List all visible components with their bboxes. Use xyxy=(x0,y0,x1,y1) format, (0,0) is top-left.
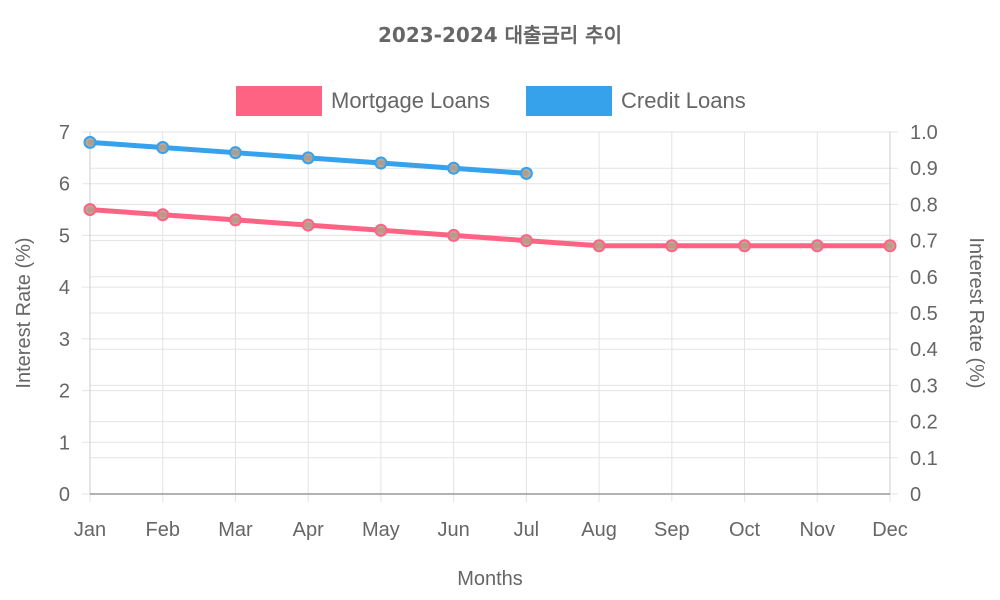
data-point-credit-loans[interactable] xyxy=(83,135,97,149)
grid xyxy=(82,131,898,502)
data-point-mortgage-loans[interactable] xyxy=(301,218,315,232)
y-axis-left-title: Interest Rate (%) xyxy=(13,237,35,388)
series xyxy=(83,135,897,253)
legend: Mortgage Loans Credit Loans xyxy=(236,86,746,116)
data-point-credit-loans[interactable] xyxy=(374,156,388,170)
legend-swatch-mortgage-loans xyxy=(236,86,322,116)
chart-title: 2023-2024 대출금리 추이 xyxy=(378,23,622,47)
y-tick-label-right: 0.5 xyxy=(910,303,938,325)
series-line-mortgage-loans xyxy=(87,207,893,249)
data-point-credit-loans[interactable] xyxy=(301,151,315,165)
x-axis-ticks: Jan Feb Mar Apr May Jun Jul Aug Sep Oct Nov Dec xyxy=(74,519,908,541)
data-point-mortgage-loans[interactable] xyxy=(883,239,897,253)
series-credit-loans xyxy=(83,135,533,180)
y-tick-label-left: 7 xyxy=(59,122,70,144)
y-tick-label-right: 0.9 xyxy=(910,158,938,180)
data-point-credit-loans[interactable] xyxy=(447,161,461,175)
y-tick-label-right: 1.0 xyxy=(910,122,938,144)
y-tick-label-left: 5 xyxy=(59,225,70,247)
data-point-mortgage-loans[interactable] xyxy=(156,208,170,222)
x-tick-label: Feb xyxy=(145,519,179,541)
series-mortgage-loans xyxy=(83,203,897,253)
data-point-mortgage-loans[interactable] xyxy=(83,203,97,217)
x-tick-label: Dec xyxy=(872,519,908,541)
y-tick-label-left: 6 xyxy=(59,174,70,196)
y-tick-label-left: 4 xyxy=(59,277,70,299)
data-point-mortgage-loans[interactable] xyxy=(519,234,533,248)
x-tick-label: Oct xyxy=(729,519,761,541)
data-point-mortgage-loans[interactable] xyxy=(228,213,242,227)
x-tick-label: Jan xyxy=(74,519,106,541)
legend-item-mortgage-loans[interactable]: Mortgage Loans xyxy=(236,86,490,116)
y-tick-label-right: 0.1 xyxy=(910,448,938,470)
data-point-mortgage-loans[interactable] xyxy=(810,239,824,253)
data-point-mortgage-loans[interactable] xyxy=(447,228,461,242)
y-tick-label-left: 1 xyxy=(59,432,70,454)
axes xyxy=(89,132,891,495)
legend-label-mortgage-loans: Mortgage Loans xyxy=(331,88,490,113)
y-tick-label-right: 0.4 xyxy=(910,339,938,361)
y-tick-label-left: 2 xyxy=(59,381,70,403)
y-tick-label-right: 0 xyxy=(910,484,921,506)
legend-swatch-credit-loans xyxy=(526,86,612,116)
y-tick-label-right: 0.6 xyxy=(910,267,938,289)
data-point-mortgage-loans[interactable] xyxy=(374,223,388,237)
y-tick-label-left: 3 xyxy=(59,329,70,351)
x-tick-label: Jun xyxy=(438,519,470,541)
legend-item-credit-loans[interactable]: Credit Loans xyxy=(526,86,746,116)
x-tick-label: Jul xyxy=(514,519,540,541)
y-axis-left-ticks: 0 1 2 3 4 5 6 7 xyxy=(59,122,70,506)
y-tick-label-right: 0.2 xyxy=(910,412,938,434)
y-tick-label-right: 0.8 xyxy=(910,194,938,216)
data-point-mortgage-loans[interactable] xyxy=(665,239,679,253)
y-axis-right-title: Interest Rate (%) xyxy=(965,237,987,388)
x-tick-label: Mar xyxy=(218,519,253,541)
legend-label-credit-loans: Credit Loans xyxy=(621,88,746,113)
data-point-credit-loans[interactable] xyxy=(156,141,170,155)
data-point-mortgage-loans[interactable] xyxy=(592,239,606,253)
x-tick-label: May xyxy=(362,519,400,541)
data-point-mortgage-loans[interactable] xyxy=(738,239,752,253)
data-point-credit-loans[interactable] xyxy=(519,166,533,180)
x-tick-label: Aug xyxy=(581,519,617,541)
y-tick-label-left: 0 xyxy=(59,484,70,506)
x-axis-title: Months xyxy=(457,568,523,590)
y-axis-right-ticks: 0 0.1 0.2 0.3 0.4 0.5 0.6 0.7 0.8 0.9 1.0 xyxy=(910,122,938,506)
x-tick-label: Nov xyxy=(799,519,835,541)
data-point-credit-loans[interactable] xyxy=(228,146,242,160)
y-tick-label-right: 0.3 xyxy=(910,375,938,397)
x-tick-label: Sep xyxy=(654,519,690,541)
y-tick-label-right: 0.7 xyxy=(910,231,938,253)
x-tick-label: Apr xyxy=(293,519,324,541)
